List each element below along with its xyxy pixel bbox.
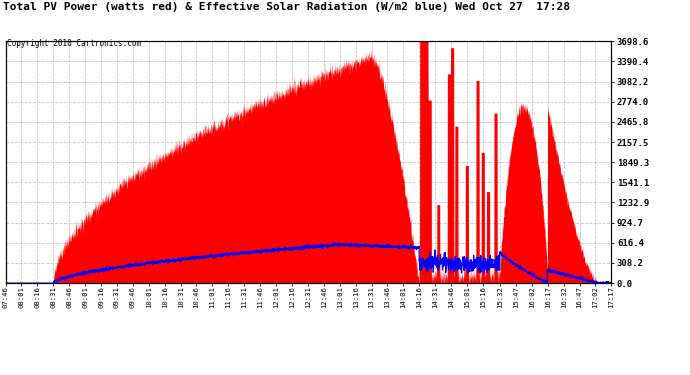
Text: Copyright 2010 Cartronics.com: Copyright 2010 Cartronics.com <box>7 39 141 48</box>
Text: Total PV Power (watts red) & Effective Solar Radiation (W/m2 blue) Wed Oct 27  1: Total PV Power (watts red) & Effective S… <box>3 2 571 12</box>
